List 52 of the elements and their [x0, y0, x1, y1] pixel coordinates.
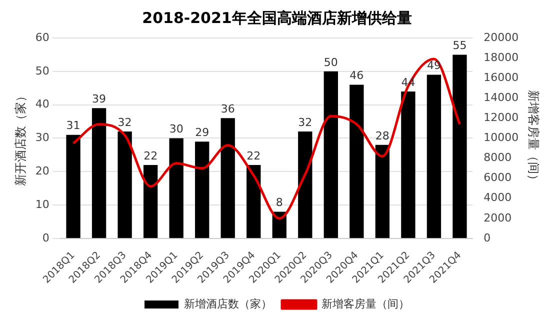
- y-tick-label: 60: [35, 30, 50, 44]
- y2-tick-label: 20000: [484, 30, 519, 44]
- y2-tick-label: 8000: [484, 151, 512, 164]
- data-label: 22: [246, 149, 261, 162]
- y2-tick-label: 2000: [484, 211, 512, 224]
- bar: [324, 71, 338, 238]
- data-label: 46: [350, 69, 364, 82]
- bar: [169, 138, 184, 238]
- bar: [195, 142, 210, 238]
- legend-label: 新增酒店数（家）: [184, 297, 272, 310]
- y-tick-label: 0: [42, 231, 50, 244]
- y2-tick-label: 10000: [484, 131, 519, 144]
- bar: [375, 144, 390, 238]
- bar: [220, 118, 235, 238]
- bar: [452, 54, 467, 238]
- y-tick-label: 10: [35, 198, 50, 211]
- y2-axis-title: 新增客房量（间）: [526, 90, 541, 186]
- bar: [92, 108, 106, 238]
- bar: [426, 74, 442, 238]
- bar: [118, 132, 132, 238]
- data-label: 8: [276, 196, 283, 210]
- bar: [246, 164, 261, 238]
- y2-tick-label: 16000: [484, 70, 519, 84]
- y2-tick-label: 14000: [484, 90, 519, 104]
- bar: [66, 134, 80, 238]
- data-label: 29: [195, 126, 210, 139]
- chart-title: 2018-2021年全国高端酒店新增供给量: [142, 8, 412, 27]
- data-label: 28: [375, 129, 390, 142]
- y-tick-label: 20: [35, 164, 50, 178]
- y2-tick-label: 0: [484, 231, 491, 244]
- y2-tick-label: 12000: [484, 111, 519, 124]
- data-label: 36: [220, 102, 235, 116]
- y-tick-label: 50: [35, 64, 50, 78]
- y-axis-title: 新开酒店数（家）: [13, 90, 28, 186]
- data-label: 22: [144, 149, 158, 162]
- y2-tick-label: 4000: [484, 191, 512, 204]
- bar: [298, 132, 312, 238]
- data-label: 31: [66, 119, 80, 132]
- y2-tick-label: 18000: [484, 50, 519, 64]
- bar: [401, 91, 416, 238]
- y-tick-label: 40: [35, 98, 50, 111]
- bar: [143, 164, 158, 238]
- data-label: 32: [298, 116, 312, 129]
- bar: [350, 84, 364, 238]
- legend-label: 新增客房量（间）: [322, 297, 410, 310]
- data-label: 55: [452, 39, 467, 52]
- data-label: 50: [324, 56, 338, 69]
- y-tick-label: 30: [35, 131, 50, 144]
- data-label: 39: [92, 92, 106, 106]
- data-label: 30: [169, 122, 184, 136]
- data-label: 32: [118, 116, 132, 129]
- y2-tick-label: 6000: [484, 171, 512, 184]
